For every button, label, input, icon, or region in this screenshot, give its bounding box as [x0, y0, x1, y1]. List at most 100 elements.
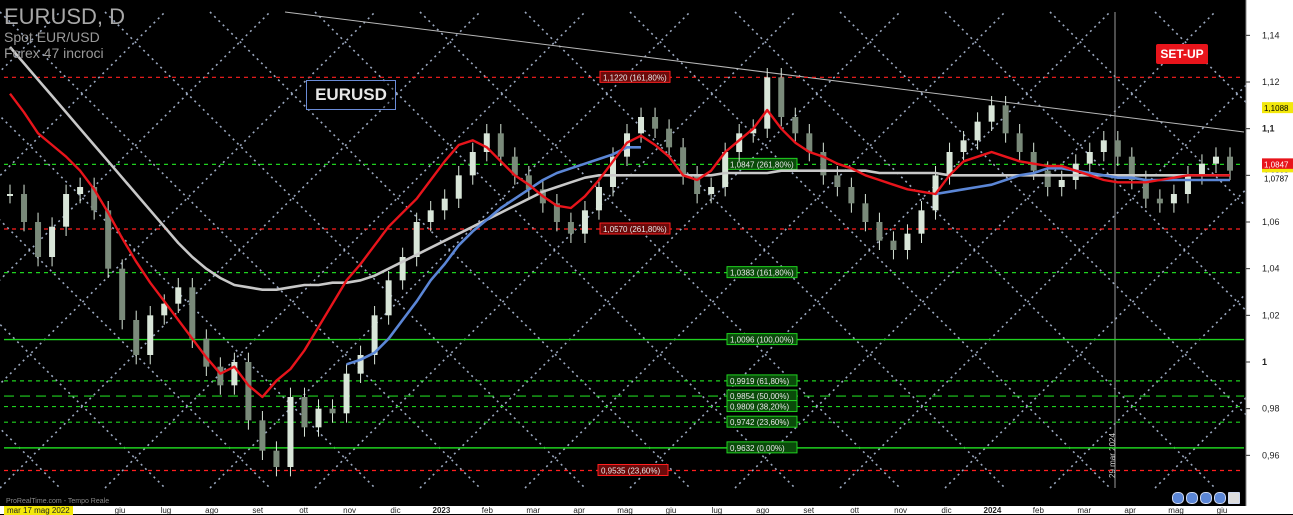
- price-candle-body: [708, 187, 715, 194]
- price-candle-body: [1100, 140, 1107, 152]
- price-candle-body: [567, 222, 574, 234]
- nav-first-icon[interactable]: [1172, 492, 1184, 504]
- x-tick-label: dic: [941, 506, 951, 514]
- x-tick-label: set: [803, 506, 814, 514]
- grid-diagonal-up: [839, 37, 1293, 489]
- price-candle-body: [1212, 156, 1219, 164]
- price-candle-body: [315, 408, 322, 428]
- price-candle-body: [904, 233, 911, 250]
- x-tick-label: mag: [617, 506, 633, 514]
- x-tick-label: set: [252, 506, 263, 514]
- nav-last-icon[interactable]: [1214, 492, 1226, 504]
- price-candle-body: [1058, 180, 1065, 187]
- fib-level-label: 1,0570 (261,80%): [603, 225, 667, 234]
- nav-reset-icon[interactable]: [1228, 492, 1240, 504]
- fib-level-tag: [726, 266, 798, 279]
- x-tick-label: nov: [894, 506, 907, 514]
- grid-diagonal-up: [419, 11, 901, 489]
- price-tag: [1262, 158, 1293, 170]
- price-candle-body: [1002, 105, 1009, 134]
- price-candle-body: [483, 133, 490, 152]
- price-candle-body: [722, 152, 729, 187]
- fib-level-tag: [726, 333, 798, 346]
- grid-diagonal-up: [104, 11, 586, 489]
- price-candle-body: [525, 175, 532, 190]
- chart-info: Forex 47 incroci: [4, 45, 104, 61]
- y-tick-label: 0,96: [1262, 450, 1280, 460]
- fib-level-label: 0,9742 (23,60%): [730, 418, 789, 427]
- nav-prev-icon[interactable]: [1186, 492, 1198, 504]
- x-tick-label: ago: [205, 506, 219, 514]
- fib-level-label: 1,0383 (161,80%): [730, 269, 794, 278]
- price-candle-body: [273, 450, 280, 467]
- price-candle-body: [49, 226, 56, 257]
- y-tick-label: 1,02: [1262, 310, 1280, 320]
- price-candle-body: [357, 355, 364, 374]
- y-tick-label: 1,14: [1262, 30, 1280, 40]
- fib-level-label: 1,1220 (161,80%): [603, 73, 667, 82]
- price-candle-body: [21, 194, 28, 222]
- price-candle-body: [77, 187, 84, 194]
- x-tick-label: feb: [482, 506, 494, 514]
- price-candle-body: [105, 210, 112, 269]
- price-candle-body: [343, 373, 350, 414]
- price-candle-body: [133, 320, 140, 355]
- price-candle-body: [63, 194, 70, 227]
- fib-level-label: 1,0847 (261,80%): [730, 160, 794, 169]
- price-candle-body: [890, 240, 897, 250]
- price-candle-body: [820, 152, 827, 176]
- price-candle-body: [1227, 156, 1233, 171]
- trendline: [284, 11, 1245, 133]
- chart-subtitle: Spot EUR/USD: [4, 29, 100, 45]
- price-candle-body: [988, 105, 995, 122]
- grid-diagonal-up: [314, 11, 796, 489]
- price-candle-body: [834, 175, 841, 187]
- price-candle-body: [694, 175, 701, 194]
- price-candle-body: [1044, 170, 1051, 187]
- fib-level-tag: [599, 70, 671, 83]
- setup-badge[interactable]: SET-UP: [1156, 44, 1208, 64]
- x-tick-label: giu: [666, 506, 677, 514]
- price-candle-body: [399, 257, 406, 281]
- price-candle-body: [946, 152, 953, 176]
- grid-diagonal-up: [0, 11, 481, 489]
- x-tick-label: apr: [573, 506, 585, 514]
- price-candle-body: [750, 128, 757, 134]
- price-candle-body: [161, 303, 168, 316]
- fib-level-tag: [599, 222, 671, 235]
- y-tick-label: 1,1: [1262, 124, 1275, 134]
- price-candle-body: [918, 210, 925, 234]
- price-candle-body: [609, 156, 616, 187]
- grid-diagonal-up: [734, 11, 1216, 489]
- x-tick-label: 2023: [433, 506, 451, 514]
- x-axis-panel: [0, 506, 1293, 514]
- price-candle-body: [1156, 198, 1163, 204]
- price-candle-body: [960, 140, 967, 152]
- price-candle-body: [147, 315, 154, 355]
- price-candle-body: [778, 77, 785, 117]
- price-tag-label: 1,0847: [1264, 160, 1289, 169]
- grid-diagonal-up: [629, 11, 1111, 489]
- price-candle-body: [427, 210, 434, 222]
- fib-level-label: 0,9632 (0,00%): [730, 444, 785, 453]
- price-candle-body: [231, 362, 238, 386]
- date-range-label[interactable]: mar 17 mag 2022: [4, 506, 73, 515]
- x-tick-label: feb: [1033, 506, 1045, 514]
- price-candle-body: [848, 187, 855, 204]
- symbol-label: EURUSD: [306, 80, 396, 110]
- x-tick-label: dic: [390, 506, 400, 514]
- nav-next-icon[interactable]: [1200, 492, 1212, 504]
- y-tick-label: 1,06: [1262, 217, 1280, 227]
- vertical-marker-label: 29 mar 2024: [1108, 433, 1117, 478]
- price-candle-body: [371, 315, 378, 355]
- fib-level-label: 0,9809 (38,20%): [730, 403, 789, 412]
- price-candle-body: [1184, 175, 1191, 194]
- price-candle-body: [974, 121, 981, 141]
- price-candle-body: [624, 133, 631, 157]
- price-tag-label: 1,1088: [1264, 104, 1289, 113]
- grid-diagonal-up: [944, 141, 1293, 489]
- price-candle-body: [553, 203, 560, 222]
